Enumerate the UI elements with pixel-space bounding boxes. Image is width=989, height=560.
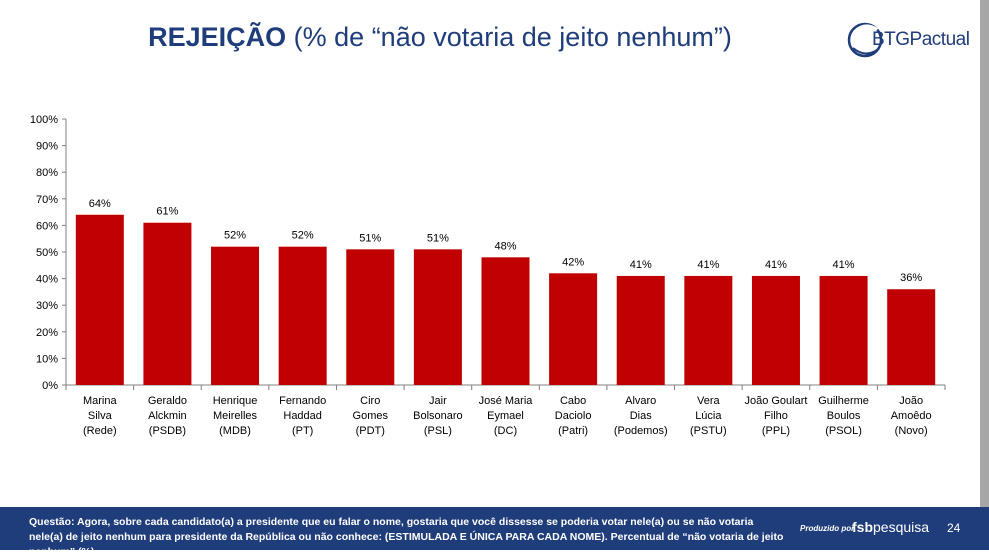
x-tick-label: (MDB) [219,425,251,437]
y-tick-label: 70% [36,194,58,206]
bar [278,246,327,385]
x-tick-label: (Patri) [558,425,588,437]
x-tick-label: (Novo) [895,425,928,437]
page-number: 24 [947,521,961,535]
bar [616,275,665,385]
logo-text: BTGPactual [872,29,970,50]
page-title: REJEIÇÃO (% de “não votaria de jeito nen… [0,22,880,53]
x-tick-label: Boulos [827,410,861,422]
x-tick-label: Haddad [283,410,322,422]
x-tick-label: Silva [88,410,113,422]
x-tick-label: (PPL) [762,425,790,437]
x-tick-label: Meirelles [213,410,258,422]
x-tick-label: (PT) [292,425,313,437]
bar [887,289,936,385]
x-tick-label: (PSTU) [690,425,727,437]
producer-rest: pesquisa [873,519,930,535]
bar [211,246,260,385]
x-tick-label: Guilherme [818,395,869,407]
data-label: 64% [89,198,111,210]
x-tick-label: Dias [630,410,653,422]
data-label: 52% [292,230,314,242]
x-tick-label: (Rede) [83,425,117,437]
btg-logo-icon [847,22,883,58]
y-tick-label: 40% [36,274,58,286]
x-tick-label: Marina [83,395,118,407]
btg-pactual-logo: BTGPactual [845,18,975,62]
x-tick-label: Daciolo [555,410,592,422]
x-tick-label: Gomes [353,410,389,422]
y-tick-label: 100% [30,114,58,126]
bar [481,257,530,385]
y-tick-label: 30% [36,300,58,312]
data-label: 36% [900,272,922,284]
data-label: 61% [156,206,178,218]
data-label: 52% [224,230,246,242]
x-tick-label: (PSOL) [825,425,862,437]
question-body: Agora, sobre cada candidato(a) a preside… [29,516,784,558]
fsb-pesquisa-logo: fsbpesquisa [852,519,929,535]
title-rest: (% de “não votaria de jeito nenhum”) [293,22,732,52]
y-tick-label: 90% [36,141,58,153]
y-tick-label: 10% [36,353,58,365]
x-tick-label: João [899,395,923,407]
x-tick-label: (PDT) [356,425,385,437]
x-tick-label: (Podemos) [614,425,668,437]
bar [346,249,395,385]
y-tick-label: 20% [36,327,58,339]
data-label: 41% [765,259,787,271]
x-tick-label: Filho [764,410,788,422]
bar [143,222,192,385]
data-label: 41% [630,259,652,271]
data-label: 41% [833,259,855,271]
y-tick-label: 60% [36,220,58,232]
x-tick-label: Eymael [487,410,524,422]
y-tick-label: 0% [42,380,58,392]
x-tick-label: Lúcia [695,410,722,422]
question-text-block: Questão: Agora, sobre cada candidato(a) … [29,515,789,560]
x-tick-label: José Maria [479,395,534,407]
bar [75,214,124,385]
y-tick-label: 80% [36,167,58,179]
x-tick-label: João Goulart [744,395,807,407]
x-tick-label: Alvaro [625,395,656,407]
question-label: Questão: [29,516,75,528]
x-tick-label: (PSDB) [149,425,186,437]
bar [413,249,462,385]
x-tick-label: Amoêdo [891,410,932,422]
x-tick-label: Bolsonaro [413,410,463,422]
footer: Questão: Agora, sobre cada candidato(a) … [0,507,989,558]
data-label: 42% [562,256,584,268]
x-tick-label: Henrique [213,395,258,407]
x-tick-label: Jair [429,395,447,407]
data-label: 41% [697,259,719,271]
x-tick-label: Ciro [360,395,380,407]
rejection-bar-chart: 0% 10% 20% 30% 40% 50% 60% 70% 80% 90% 100% 64% Mari… [30,114,946,437]
x-tick-label: (PSL) [424,425,452,437]
bar [684,275,733,385]
side-bar [980,0,989,507]
x-tick-label: Geraldo [148,395,187,407]
x-tick-label: Cabo [560,395,586,407]
x-tick-label: Alckmin [148,410,187,422]
title-bold: REJEIÇÃO [148,22,287,52]
x-tick-label: Vera [697,395,721,407]
producer-bold: fsb [852,519,873,535]
x-tick-label: (DC) [494,425,517,437]
y-tick-label: 50% [36,247,58,259]
produced-by-label: Produzido por [800,524,855,533]
bar [819,275,868,385]
x-tick-label: Fernando [279,395,326,407]
data-label: 51% [427,232,449,244]
data-label: 48% [494,240,516,252]
data-label: 51% [359,232,381,244]
bar [751,275,800,385]
bar [549,273,598,385]
